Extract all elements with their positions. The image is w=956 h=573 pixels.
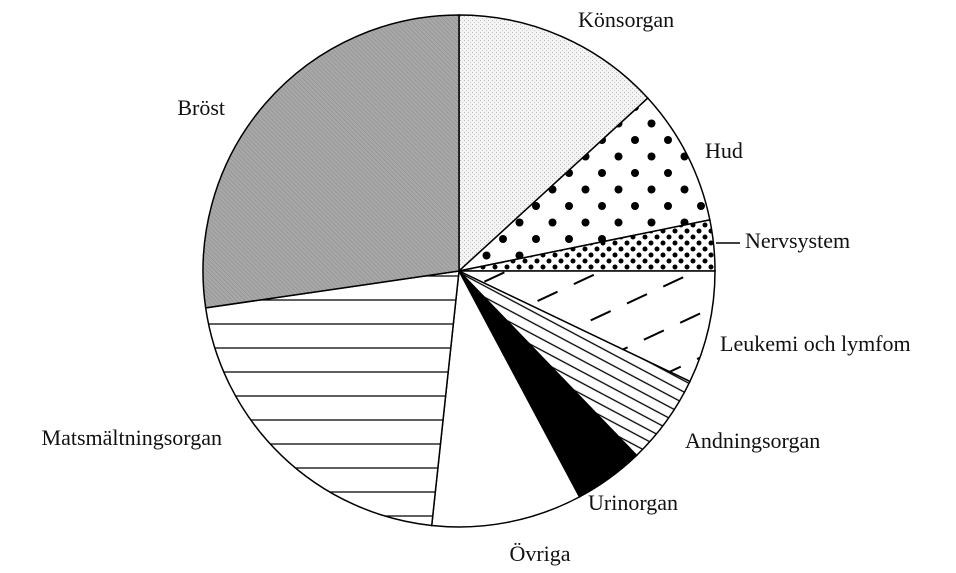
slice-label: Bröst [177,95,225,120]
slice-label: Könsorgan [578,7,674,32]
slice-label: Nervsystem [745,228,850,253]
slice-label: Matsmältningsorgan [42,425,222,450]
slice-label: Övriga [509,541,570,566]
slice-label: Leukemi och lymfom [720,331,911,356]
pie-slice [456,97,711,273]
labels: Könsorgan Hud Nervsystem Leukemi och lymfom… [42,7,911,566]
pie [202,14,716,528]
pie-slice [202,14,460,309]
pie-slice [458,270,716,383]
pie-slice [458,14,649,273]
slice-label: Hud [705,138,743,163]
slice-label: Urinorgan [588,490,678,515]
slice-label: Andningsorgan [685,428,820,453]
pie-slice [430,268,581,528]
pie-slice [204,270,460,527]
